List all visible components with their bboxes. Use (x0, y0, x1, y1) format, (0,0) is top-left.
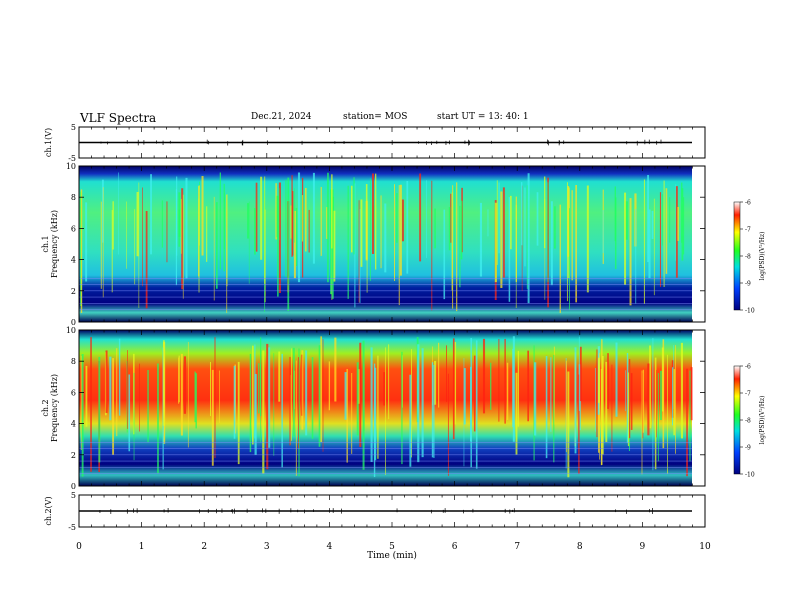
y-tick-label: 2 (71, 287, 76, 296)
y-axis-label: Frequency (kHz) (50, 374, 59, 442)
x-tick-label: 2 (201, 542, 207, 552)
y-tick-label: 4 (71, 420, 76, 429)
colorbar (733, 201, 741, 311)
y-tick-label: 5 (71, 491, 76, 500)
y-tick-label: -5 (68, 523, 76, 532)
y-tick-label: 5 (71, 123, 76, 132)
x-tick-label: 10 (699, 542, 711, 552)
x-tick-label: 6 (452, 542, 458, 552)
spectrogram-layer (79, 139, 693, 514)
colorbar-tick-label: -8 (745, 418, 751, 425)
colorbar-label: log(PSD)(V²/Hz) (759, 396, 766, 445)
y-tick-label: 4 (71, 256, 76, 265)
x-tick-label: 9 (640, 542, 646, 552)
x-axis-label: Time (min) (367, 550, 417, 561)
station-label: station= MOS (343, 112, 408, 122)
y-tick-label: 10 (66, 326, 76, 335)
colorbar-tick-label: -10 (745, 472, 755, 479)
colorbar-tick-label: -9 (745, 445, 751, 452)
x-tick-label: 0 (76, 542, 82, 552)
y-tick-label: 6 (71, 224, 76, 233)
colorbar-tick-label: -7 (745, 227, 751, 234)
colorbar-label: log(PSD)(V²/Hz) (759, 232, 766, 281)
y-tick-label: 2 (71, 451, 76, 460)
figure-title: VLF Spectra (80, 111, 157, 125)
y-tick-label: 0 (71, 482, 76, 491)
colorbar-tick-label: -10 (745, 308, 755, 315)
y-tick-label: 8 (71, 193, 76, 202)
colorbar (733, 365, 741, 475)
y-tick-label: 10 (66, 162, 76, 171)
start-time-label: start UT = 13: 40: 1 (437, 112, 529, 122)
y-tick-label: -5 (68, 154, 76, 163)
channel-label: ch.2 (41, 399, 50, 416)
y-tick-label: 6 (71, 388, 76, 397)
date-label: Dec.21, 2024 (251, 112, 312, 122)
y-tick-label: 8 (71, 357, 76, 366)
colorbar-tick-label: -6 (745, 200, 751, 207)
channel-label: ch.1 (41, 235, 50, 252)
y-axis-label: Frequency (kHz) (50, 210, 59, 278)
label-layer: 5 -5 ch.1(V) -6 -7 -8 -9 -10 log(PSD)(V²/Hz) 0 2 4 6… (41, 123, 766, 561)
colorbar-tick-label: -8 (745, 254, 751, 261)
x-tick-label: 5 (389, 542, 395, 552)
y-tick-label: 0 (71, 318, 76, 327)
x-tick-label: 7 (514, 542, 520, 552)
frame-layer (78, 126, 743, 528)
colorbar-tick-label: -7 (745, 391, 751, 398)
y-axis-label: ch.2(V) (44, 496, 53, 525)
y-axis-label: ch.1(V) (44, 128, 53, 157)
colorbar-tick-label: -6 (745, 364, 751, 371)
x-tick-label: 3 (264, 542, 270, 552)
x-tick-label: 4 (327, 542, 333, 552)
colorbar-tick-label: -9 (745, 281, 751, 288)
x-tick-label: 1 (139, 542, 145, 552)
x-tick-label: 8 (577, 542, 583, 552)
